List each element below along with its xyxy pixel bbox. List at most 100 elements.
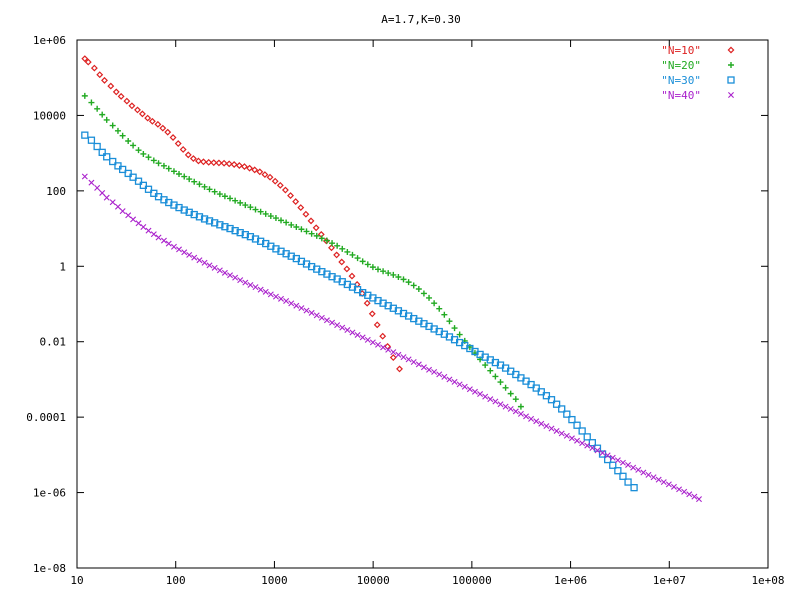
data-point (374, 266, 381, 273)
data-point (135, 147, 142, 154)
data-point (344, 327, 351, 334)
data-point (88, 179, 95, 186)
data-point (313, 232, 320, 239)
data-point (283, 298, 290, 305)
data-point (369, 339, 376, 346)
data-point (578, 427, 586, 435)
data-point (227, 195, 234, 202)
data-point (246, 164, 254, 172)
data-point (553, 427, 560, 434)
data-point (395, 351, 402, 358)
data-point (114, 127, 121, 134)
data-point (130, 216, 137, 223)
data-point (112, 88, 120, 96)
data-point (159, 124, 167, 132)
data-point (215, 159, 223, 167)
data-point (297, 204, 305, 212)
data-point (216, 267, 223, 274)
data-point (547, 396, 556, 404)
data-point (466, 386, 473, 393)
data-point (196, 257, 203, 264)
data-point (96, 71, 104, 79)
data-point (84, 58, 92, 66)
data-point (359, 258, 366, 265)
data-point (619, 472, 627, 480)
legend: "N=10" "N=20" "N=30" "N=40" (661, 44, 735, 102)
data-point (630, 484, 638, 492)
data-point (129, 173, 137, 181)
x-tick-label: 100000 (452, 574, 492, 587)
data-point (252, 206, 259, 213)
data-point (660, 479, 667, 486)
data-point (165, 165, 172, 172)
data-point (343, 265, 351, 273)
data-point (191, 178, 198, 185)
data-point (482, 393, 489, 400)
data-point (220, 159, 228, 167)
data-point (665, 481, 672, 488)
data-point (405, 356, 412, 363)
data-point (584, 442, 591, 449)
legend-marker (727, 46, 735, 54)
data-point (609, 454, 616, 461)
data-point (242, 202, 249, 209)
data-point (225, 160, 233, 168)
data-point (189, 155, 197, 162)
data-point (90, 64, 98, 72)
data-point (354, 331, 361, 338)
data-point (369, 264, 376, 271)
data-point (211, 188, 218, 195)
data-point (88, 99, 95, 106)
x-tick-label: 100 (166, 574, 186, 587)
data-point (298, 305, 305, 312)
data-point (251, 235, 260, 243)
data-point (543, 423, 550, 430)
data-point (532, 384, 540, 392)
data-point (302, 210, 310, 218)
data-point (487, 367, 494, 374)
plot-frame (76, 39, 769, 569)
data-point (221, 269, 228, 276)
data-point (558, 430, 565, 437)
data-point (548, 425, 555, 432)
data-point (81, 173, 88, 180)
data-point (323, 237, 330, 244)
data-point (380, 268, 387, 275)
data-point (446, 318, 453, 325)
y-tick-label: 1e-08 (33, 562, 66, 575)
data-point (235, 162, 243, 169)
data-point (205, 217, 214, 225)
data-point (507, 405, 514, 412)
data-point (135, 220, 142, 227)
x-tick-label: 1000 (261, 574, 288, 587)
data-point (200, 158, 207, 166)
data-point (333, 251, 341, 259)
data-point (109, 199, 116, 206)
data-point (169, 134, 177, 141)
data-point (267, 291, 274, 298)
data-point (420, 364, 427, 371)
data-point (542, 392, 551, 400)
data-point (201, 259, 208, 266)
x-axis: 10 100 1000 10000 100000 1e+06 1e+07 1e+08 (70, 40, 785, 587)
data-point (329, 319, 336, 326)
data-point (247, 204, 254, 211)
data-point (221, 193, 228, 200)
data-point (334, 242, 341, 249)
data-point (400, 276, 407, 283)
data-point (206, 262, 213, 269)
data-point (145, 227, 152, 234)
data-point (267, 213, 274, 220)
data-point (241, 163, 248, 171)
data-point (589, 445, 596, 451)
data-point (334, 322, 341, 329)
data-point (150, 231, 157, 238)
data-point (461, 383, 468, 390)
data-point (635, 466, 642, 473)
y-tick-label: 1e+06 (33, 34, 66, 47)
series-layer (81, 55, 702, 503)
data-point (574, 437, 581, 444)
data-point (257, 208, 264, 215)
data-point (375, 341, 381, 348)
data-point (655, 476, 662, 483)
